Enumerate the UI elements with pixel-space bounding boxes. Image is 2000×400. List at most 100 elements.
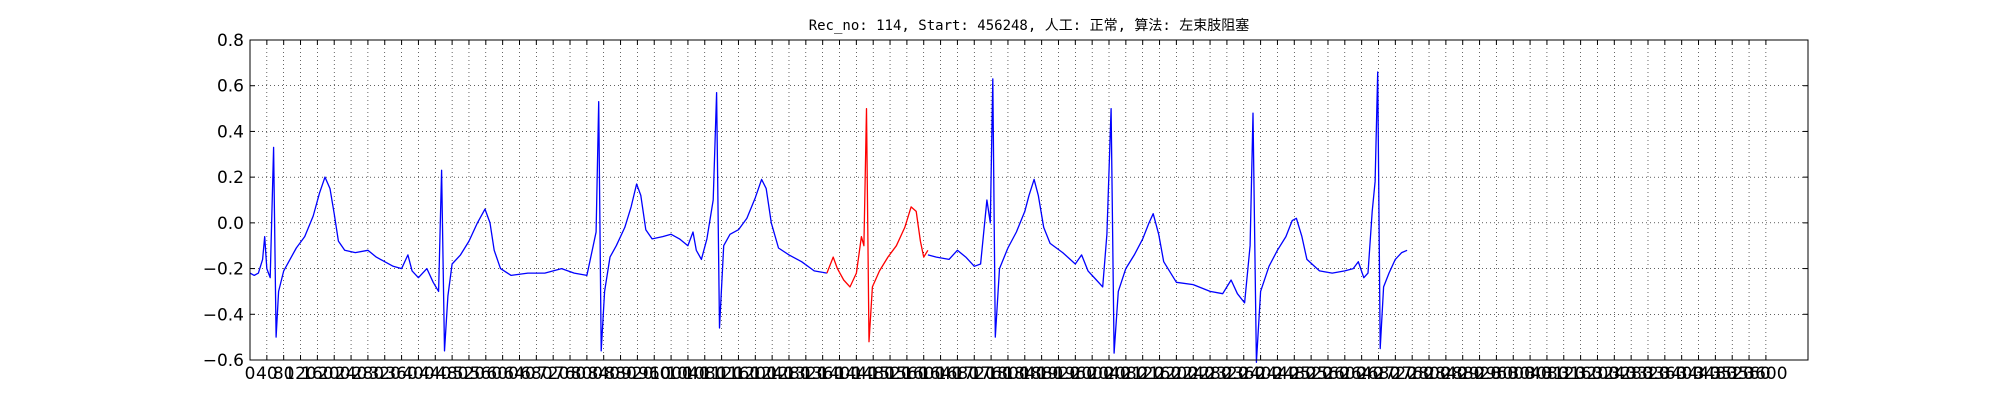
x-axis: 0 408012016020024028032036040044048052056…	[245, 40, 1788, 384]
chart-title: Rec_no: 114, Start: 456248, 人工: 正常, 算法: …	[809, 17, 1250, 34]
y-tick-label: 0.2	[217, 168, 244, 188]
x-tick-label: 1040	[666, 364, 709, 384]
y-tick-label: −0.2	[203, 260, 244, 280]
x-tick-label: 560	[470, 364, 502, 384]
x-tick-label: 1280	[767, 364, 810, 384]
x-tick-label: 1200	[734, 364, 777, 384]
x-tick-label: 440	[419, 364, 451, 384]
x-tick-label: 40	[256, 364, 278, 384]
x-tick-label: 0	[245, 364, 256, 384]
ecg-series-line-1	[249, 91, 828, 352]
x-tick-label: 1640	[919, 364, 962, 384]
x-tick-label: 880	[604, 364, 636, 384]
x-tick-label: 2000	[1071, 364, 1114, 384]
x-tick-label: 2400	[1239, 364, 1282, 384]
x-tick-label: 2120	[1121, 364, 1164, 384]
x-tick-label: 3280	[1610, 364, 1653, 384]
x-tick-label: 1880	[1020, 364, 1063, 384]
x-tick-label: 1240	[751, 364, 794, 384]
x-tick-label: 3080	[1525, 364, 1568, 384]
ecg-series-line-3	[927, 71, 1408, 363]
x-tick-label: 1480	[852, 364, 895, 384]
x-tick-label: 2240	[1172, 364, 1215, 384]
x-tick-label: 320	[369, 364, 401, 384]
x-tick-label: 2800	[1407, 364, 1450, 384]
x-tick-label: 680	[520, 364, 552, 384]
x-tick-label: 1400	[818, 364, 861, 384]
x-tick-label: 2440	[1256, 364, 1299, 384]
x-tick-label: 1720	[953, 364, 996, 384]
x-tick-label: 1080	[683, 364, 726, 384]
y-tick-label: 0.4	[217, 122, 244, 142]
y-tick-label: 0.8	[217, 31, 244, 51]
x-tick-label: 480	[436, 364, 468, 384]
x-tick-label: 2480	[1273, 364, 1316, 384]
x-tick-label: 3200	[1576, 364, 1619, 384]
x-tick-label: 1000	[649, 364, 692, 384]
x-tick-label: 800	[571, 364, 603, 384]
y-tick-label: 0.6	[217, 77, 244, 97]
x-tick-label: 3480	[1694, 364, 1737, 384]
x-tick-label: 160	[301, 364, 333, 384]
x-tick-label: 1920	[1037, 364, 1080, 384]
x-tick-label: 2880	[1441, 364, 1484, 384]
x-tick-label: 400	[402, 364, 434, 384]
x-tick-label: 3600	[1744, 364, 1787, 384]
x-tick-label: 2560	[1306, 364, 1349, 384]
x-tick-label: 2360	[1222, 364, 1265, 384]
x-tick-label: 120	[284, 364, 316, 384]
plot-frame	[249, 39, 1809, 361]
ecg-series-line-2	[826, 107, 929, 343]
y-tick-label: −0.4	[203, 305, 244, 325]
x-tick-label: 3000	[1492, 364, 1535, 384]
x-tick-label: 2960	[1475, 364, 1518, 384]
x-tick-label: 1160	[717, 364, 760, 384]
x-tick-label: 3520	[1711, 364, 1754, 384]
x-tick-label: 2840	[1424, 364, 1467, 384]
x-tick-label: 960	[638, 364, 670, 384]
x-tick-label: 1680	[936, 364, 979, 384]
x-tick-label: 2280	[1188, 364, 1231, 384]
x-tick-label: 3400	[1660, 364, 1703, 384]
x-tick-label: 2040	[1087, 364, 1130, 384]
x-tick-label: 2320	[1205, 364, 1248, 384]
x-tick-label: 840	[587, 364, 619, 384]
y-tick-label: −0.6	[203, 351, 244, 371]
series-group	[249, 71, 1408, 363]
x-tick-label: 1800	[986, 364, 1029, 384]
x-tick-label: 1560	[885, 364, 928, 384]
x-tick-label: 1840	[1003, 364, 1046, 384]
x-tick-label: 2640	[1340, 364, 1383, 384]
x-tick-label: 200	[318, 364, 350, 384]
y-axis: −0.6 −0.4 −0.2 0.0 0.2 0.4 0.6 0.8	[203, 31, 1808, 371]
y-tick-label: 0.0	[217, 214, 244, 234]
x-tick-label: 3160	[1559, 364, 1602, 384]
x-tick-label: 720	[537, 364, 569, 384]
x-tick-label: 3240	[1593, 364, 1636, 384]
x-tick-label: 2200	[1155, 364, 1198, 384]
x-tick-label: 2080	[1104, 364, 1147, 384]
x-tick-label: 3560	[1727, 364, 1770, 384]
x-tick-label: 1760	[969, 364, 1012, 384]
x-tick-label: 2760	[1391, 364, 1434, 384]
x-tick-label: 1440	[835, 364, 878, 384]
x-tick-label: 2520	[1289, 364, 1332, 384]
x-tick-label: 3440	[1677, 364, 1720, 384]
x-tick-label: 2680	[1357, 364, 1400, 384]
x-tick-label: 600	[486, 364, 518, 384]
x-tick-label: 2600	[1323, 364, 1366, 384]
x-tick-label: 3040	[1508, 364, 1551, 384]
x-tick-label: 280	[352, 364, 384, 384]
x-tick-label: 80	[273, 364, 295, 384]
x-tick-label: 1960	[1054, 364, 1097, 384]
x-tick-label: 2920	[1458, 364, 1501, 384]
x-tick-label: 760	[554, 364, 586, 384]
x-tick-label: 1520	[868, 364, 911, 384]
x-tick-label: 920	[621, 364, 653, 384]
grid	[249, 39, 1808, 361]
x-tick-label: 2720	[1374, 364, 1417, 384]
x-tick-label: 1120	[700, 364, 743, 384]
x-tick-label: 640	[503, 364, 535, 384]
x-tick-label: 3360	[1643, 364, 1686, 384]
